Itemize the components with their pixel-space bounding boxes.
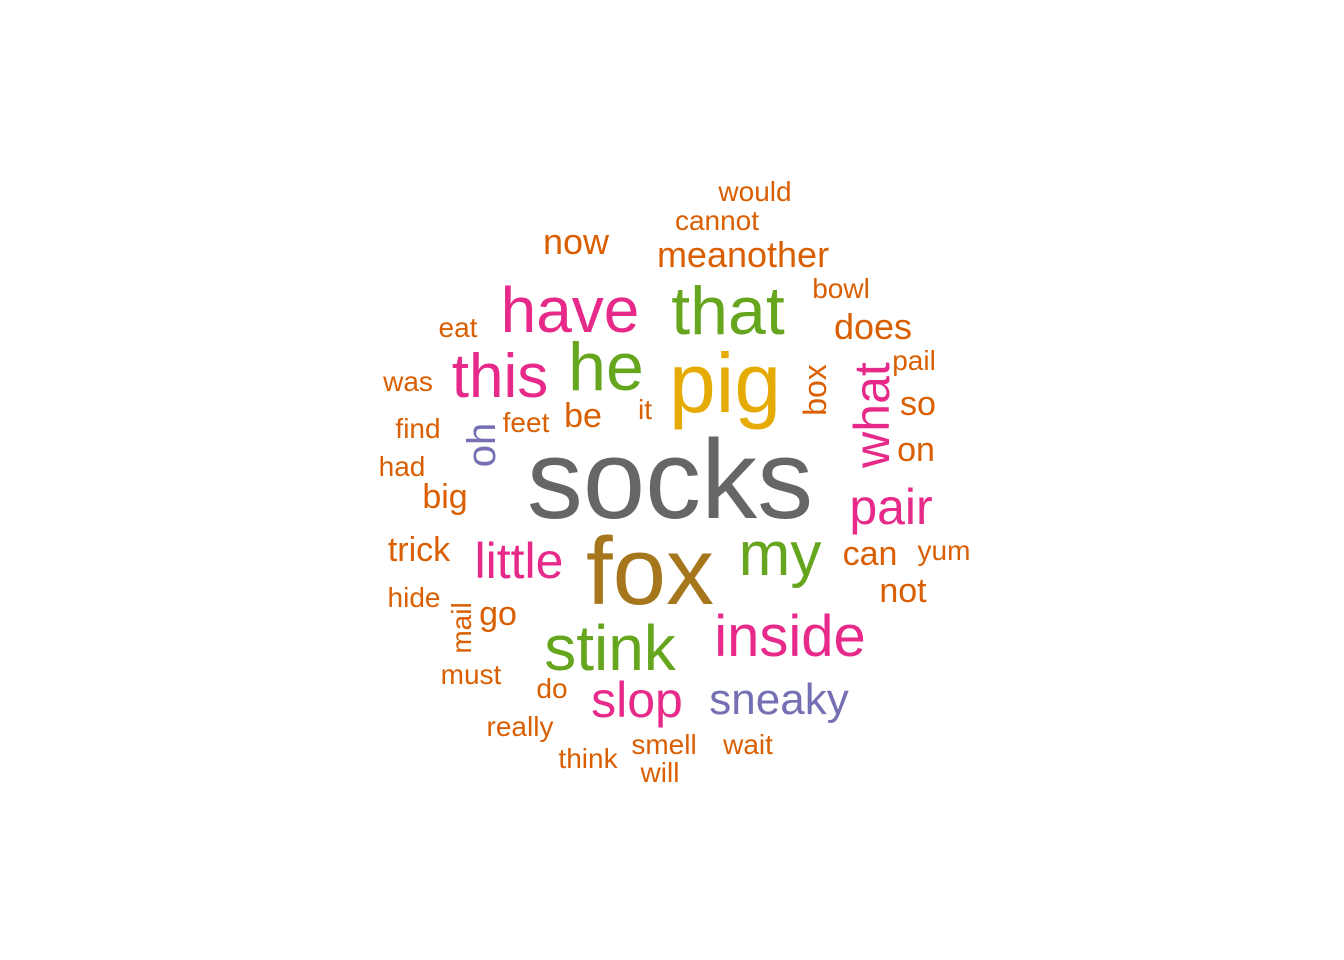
word-mail: mail	[446, 602, 477, 654]
word-trick: trick	[387, 531, 451, 569]
word-had: had	[378, 451, 426, 482]
word-that: that	[671, 273, 785, 349]
word-think: think	[558, 743, 618, 774]
word-hide: hide	[387, 582, 441, 613]
word-oh: oh	[460, 422, 504, 468]
word-smell: smell	[631, 729, 697, 760]
word-eat: eat	[438, 312, 478, 343]
word-box: box	[797, 364, 833, 416]
word-pig: pig	[668, 336, 782, 430]
word-fox: fox	[585, 518, 715, 625]
word-meanother: meanother	[656, 234, 830, 275]
word-really: really	[486, 711, 554, 742]
word-bowl: bowl	[812, 273, 870, 304]
word-pair: pair	[849, 479, 933, 535]
word-this: this	[451, 342, 549, 411]
word-little: little	[474, 533, 564, 589]
word-sneaky: sneaky	[709, 675, 849, 724]
word-socks: socks	[526, 417, 814, 542]
word-on: on	[897, 431, 935, 469]
word-does: does	[833, 306, 913, 347]
word-can: can	[842, 535, 898, 573]
word-yum: yum	[917, 535, 971, 566]
word-what: what	[844, 362, 900, 468]
word-he: he	[568, 329, 644, 405]
word-do: do	[536, 673, 568, 704]
word-be: be	[564, 397, 602, 435]
word-it: it	[638, 394, 652, 425]
word-stink: stink	[544, 612, 676, 684]
word-slop: slop	[591, 672, 683, 728]
word-so: so	[900, 385, 936, 423]
word-wait: wait	[723, 729, 773, 760]
word-now: now	[542, 221, 610, 262]
word-not: not	[879, 572, 927, 610]
word-cannot: cannot	[674, 205, 760, 236]
word-will: will	[640, 757, 680, 788]
word-go: go	[479, 595, 517, 633]
word-would: would	[718, 176, 792, 207]
word-inside: inside	[714, 604, 866, 669]
word-my: my	[738, 520, 822, 589]
word-feet: feet	[502, 407, 550, 438]
word-was: was	[383, 366, 433, 397]
word-must: must	[440, 659, 502, 690]
word-pail: pail	[892, 345, 936, 376]
word-big: big	[422, 478, 468, 516]
word-find: find	[395, 413, 441, 444]
word-have: have	[500, 274, 640, 346]
